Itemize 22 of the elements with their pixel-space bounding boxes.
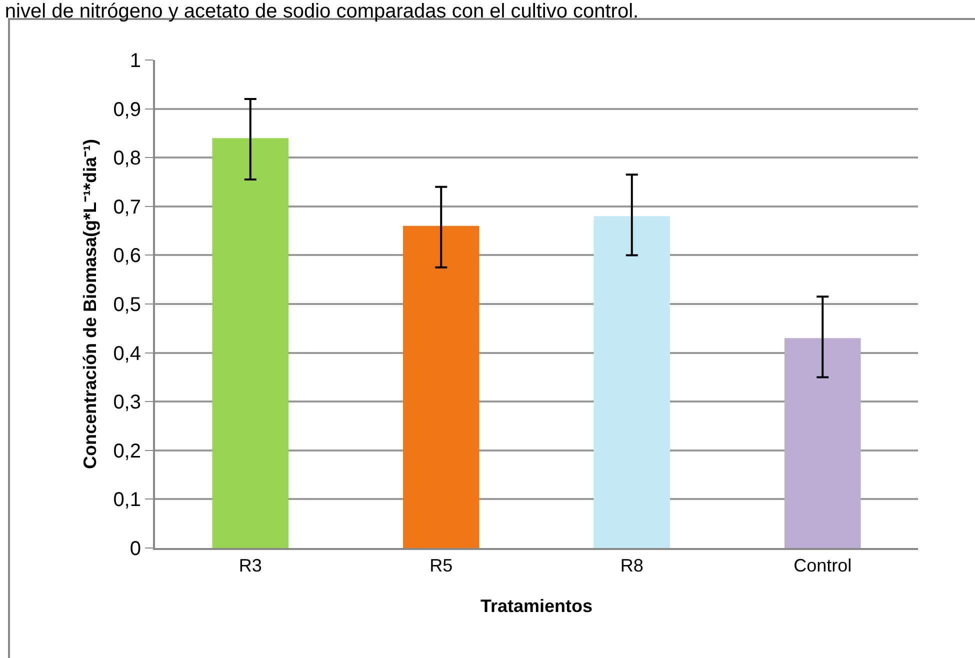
y-tick-label: 0,8: [113, 148, 141, 170]
x-tick-label: R3: [238, 556, 262, 576]
chart-title: nivel de nitrógeno y acetato de sodio comparadas con el cultivo control.: [4, 0, 639, 22]
y-tick-label: 0,5: [113, 294, 141, 316]
x-axis-title: Tratamientos: [480, 596, 593, 616]
y-tick-label: 0: [130, 538, 141, 560]
y-tick-label: 0,9: [113, 98, 141, 121]
bar: [594, 216, 670, 548]
y-tick-label: 0,3: [113, 392, 141, 414]
x-tick-label: R5: [430, 556, 453, 576]
y-axis-title: Concentración de Biomasa(g*L⁻¹*dia⁻¹): [80, 138, 100, 470]
y-tick-label: 0,6: [113, 245, 141, 268]
bar: [784, 338, 861, 548]
y-tick-label: 0,4: [113, 342, 141, 365]
bar: [402, 226, 480, 548]
x-tick-label: Control: [794, 556, 852, 576]
y-tick-label: 0,2: [113, 440, 141, 462]
x-tick-label: R8: [620, 556, 644, 576]
bar: [212, 138, 289, 548]
y-tick-label: 1: [130, 50, 141, 72]
y-tick-label: 0,1: [113, 489, 141, 512]
y-tick-label: 0,7: [113, 196, 141, 218]
